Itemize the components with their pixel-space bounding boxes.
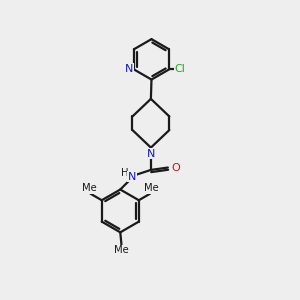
Text: Me: Me [114,245,129,255]
Text: O: O [172,163,180,172]
Text: N: N [125,64,134,74]
Text: N: N [128,172,136,182]
Text: Me: Me [144,183,159,193]
Text: Me: Me [82,183,96,193]
Text: N: N [147,148,155,159]
Text: Cl: Cl [175,64,186,74]
Text: H: H [121,168,129,178]
